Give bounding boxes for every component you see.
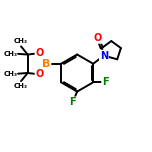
Text: O: O: [35, 48, 44, 58]
Text: O: O: [35, 69, 44, 79]
Text: F: F: [102, 77, 109, 87]
Text: CH₃: CH₃: [3, 71, 17, 77]
Text: N: N: [100, 51, 108, 61]
Text: B: B: [42, 59, 50, 69]
Text: CH₃: CH₃: [14, 38, 28, 44]
Text: O: O: [94, 33, 102, 43]
Text: CH₃: CH₃: [14, 83, 28, 89]
Text: F: F: [69, 97, 76, 107]
Text: CH₃: CH₃: [3, 51, 17, 57]
